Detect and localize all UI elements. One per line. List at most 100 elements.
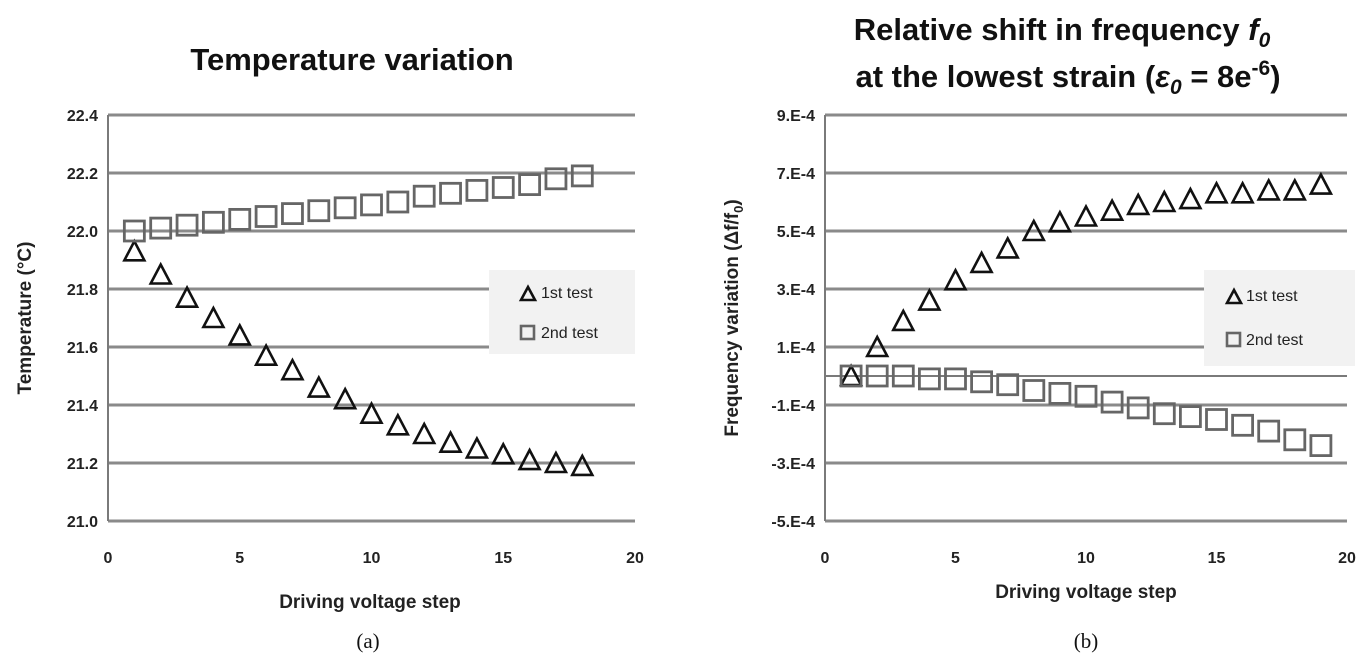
triangle-marker [491,441,516,465]
square-marker [1283,428,1307,452]
square-marker [360,193,383,217]
triangle-marker [1204,180,1229,204]
x-tick-label: 10 [1077,550,1095,567]
triangle-marker [438,429,463,453]
panel-b-title-line2: at the lowest strain (ε0 = 8e-6) [855,57,1280,99]
triangle-marker [122,238,147,262]
triangle-marker [385,412,411,436]
triangle-marker [865,334,890,358]
square-marker [518,173,541,197]
square-marker [1205,408,1228,431]
legend-square-icon [519,324,536,341]
triangle-marker [1126,192,1151,216]
y-tick-label: 1.E-4 [777,340,815,357]
triangle-marker [280,357,305,381]
square-marker [386,190,410,214]
panel-a-x-ticks: 0 5 10 15 20 [104,550,644,567]
square-marker [839,364,863,388]
triangle-marker [332,386,358,410]
legend-triangle-icon [518,284,538,302]
square-marker [122,219,146,243]
panel-b-legend: 1st test 2nd test [1204,270,1355,366]
panel-b-legend-2nd: 2nd test [1246,332,1303,349]
square-marker [307,199,331,223]
square-marker [1179,405,1202,429]
triangle-marker [1073,203,1099,227]
panel-a-caption: (a) [356,629,379,653]
triangle-marker [917,287,942,311]
y-tick-label: 7.E-4 [777,166,815,183]
y-tick-label: 9.E-4 [777,108,815,125]
y-tick-label: 22.4 [67,108,98,125]
square-marker [570,164,594,188]
square-marker [333,196,357,220]
triangle-marker [1021,218,1046,242]
x-tick-label: 15 [1208,550,1226,567]
square-marker [439,181,462,205]
legend-square-icon [1225,331,1242,348]
panel-b-title-line1: Relative shift in frequency f0 [854,12,1271,52]
panel-a-markers [122,164,595,477]
panel-b-caption: (b) [1074,629,1099,653]
panel-b-legend-1st: 1st test [1246,288,1298,305]
panel-b-x-ticks: 0 5 10 15 20 [821,550,1356,567]
triangle-marker [227,322,252,346]
y-tick-label: -1.E-4 [771,398,815,415]
square-marker [281,202,304,226]
x-tick-label: 15 [494,550,512,567]
triangle-marker [1308,171,1334,195]
panel-a-x-label: Driving voltage step [279,592,461,613]
y-tick-label: 21.6 [67,340,98,357]
x-tick-label: 20 [1338,550,1356,567]
panel-a-legend-1st: 1st test [541,285,593,302]
triangle-marker [943,267,968,291]
triangle-marker [1178,186,1203,210]
panel-b-legend-box [1204,270,1355,366]
y-tick-label: 21.0 [67,514,98,531]
x-tick-label: 5 [235,550,244,567]
panel-b-y-ticks: -5.E-4 -3.E-4 -1.E-4 1.E-4 3.E-4 5.E-4 7.E-4 9.… [771,108,815,531]
square-marker [491,176,515,199]
square-marker [1126,396,1150,420]
legend-triangle-icon [1224,287,1244,305]
square-marker [228,207,252,231]
triangle-marker [1152,189,1177,213]
square-marker [412,184,436,208]
triangle-marker [306,374,331,398]
square-marker [544,167,568,191]
y-tick-label: 21.4 [67,398,98,415]
triangle-marker [464,435,490,459]
panel-a-title: Temperature variation [190,42,513,77]
x-tick-label: 20 [626,550,644,567]
y-tick-label: -3.E-4 [771,456,815,473]
triangle-marker [1256,177,1281,201]
square-marker [465,178,489,202]
square-marker [1152,402,1176,426]
panel-b: Relative shift in frequency f0 at the lo… [722,12,1356,653]
triangle-marker [543,450,569,474]
square-marker [1257,419,1281,443]
panel-b-y-label: Frequency variation (Δf/f0) [722,199,746,436]
x-tick-label: 5 [951,550,960,567]
y-tick-label: 21.2 [67,456,98,473]
triangle-marker [1047,209,1073,233]
triangle-marker [174,284,200,308]
square-marker [149,216,173,240]
panel-b-markers [838,171,1334,458]
square-marker [175,213,199,237]
square-marker [918,367,941,391]
y-tick-label: -5.E-4 [771,514,815,531]
panel-a-legend: 1st test 2nd test [489,270,635,354]
square-marker [891,364,915,388]
panel-a-legend-2nd: 2nd test [541,325,598,342]
square-marker [254,205,278,228]
triangle-marker [995,235,1020,259]
triangle-marker [969,250,994,274]
panel-a-y-ticks: 21.0 21.2 21.4 21.6 21.8 22.0 22.2 22.4 [67,108,98,531]
triangle-marker [412,421,437,445]
square-marker [970,370,993,394]
square-marker [1048,381,1072,405]
square-marker [1309,434,1333,458]
x-tick-label: 0 [104,550,113,567]
